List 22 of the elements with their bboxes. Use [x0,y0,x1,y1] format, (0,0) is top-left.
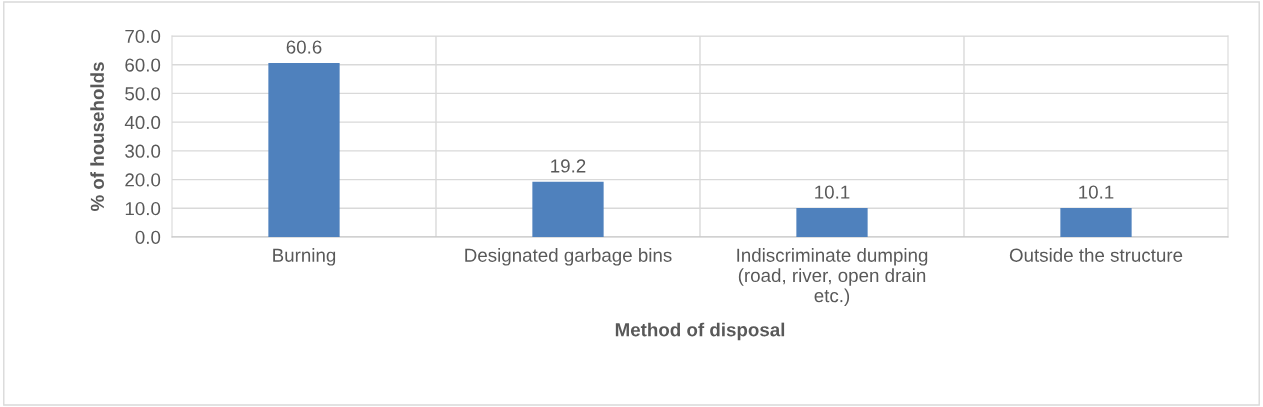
y-tick-label: 40.0 [124,115,161,130]
x-tick-label: Burning [273,248,336,266]
bar [268,62,340,237]
y-tick-label: 70.0 [125,29,161,43]
bar [796,208,868,237]
x-tick-label: Indiscriminate dumping (road, river, open drain etc.) [737,248,928,306]
y-axis-title: % of households [90,62,105,212]
y-tick-label: 30.0 [125,144,161,158]
x-tick-label: Designated garbage bins [465,248,672,266]
data-label: 10.1 [815,185,850,199]
x-axis-title: Method of disposal [615,322,785,341]
y-tick-label: 10.0 [125,201,161,216]
y-tick-label: 20.0 [125,173,161,187]
y-tick-label: 0.0 [135,230,161,244]
data-label: 60.6 [286,40,322,54]
y-tick-label: 60.0 [125,58,161,72]
y-tick-label: 50.0 [125,87,161,101]
data-label: 10.1 [1079,185,1114,199]
data-label: 19.2 [551,159,586,173]
x-tick-label: Outside the structure [1009,248,1183,262]
bar [532,181,604,237]
bar [1060,208,1132,237]
